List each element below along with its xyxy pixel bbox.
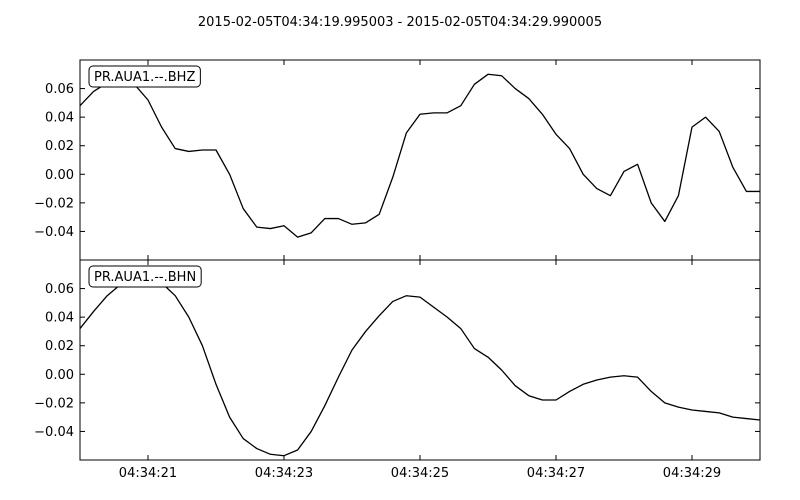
trace-label-frame-0 [88,65,201,88]
xtick-label-0: 04:34:21 [119,466,177,481]
ytick-label-1-0: 0.06 [45,282,74,297]
ytick-label-1-2: 0.02 [45,339,74,354]
xtick-label-2: 04:34:25 [391,466,449,481]
trace-line-1-0 [79,277,761,457]
ytick-label-1-4: −0.02 [34,396,74,411]
ytick-label-0-2: 0.02 [45,139,74,154]
ytick-label-0-3: 0.00 [45,168,74,183]
xtick-label-4: 04:34:29 [663,466,721,481]
panel-bhz: 0.06 0.04 0.02 0.00 −0.02 −0.04 PR.AUA1.--.BHZ [34,59,761,261]
xtick-label-3: 04:34:27 [527,466,585,481]
chart-title: 2015-02-05T04:34:19.995003 - 2015-02-05T… [198,15,602,30]
ytick-label-0-0: 0.06 [45,82,74,97]
trace-label-box-1: PR.AUA1.--.BHN [88,265,202,288]
trace-label-frame-1 [88,265,202,288]
ytick-label-1-1: 0.04 [45,311,74,326]
panel-bhn: 0.06 0.04 0.02 0.00 −0.02 −0.04 04:34:21 04:34:… [34,259,761,481]
xtick-label-1: 04:34:23 [255,466,313,481]
ytick-label-0-1: 0.04 [45,111,74,126]
ytick-label-0-5: −0.04 [34,225,74,240]
axes-frame-0 [79,59,761,261]
trace-label-box-0: PR.AUA1.--.BHZ [88,65,201,88]
ytick-label-0-4: −0.02 [34,196,74,211]
trace-line-0-0 [79,73,760,238]
ytick-label-1-3: 0.00 [45,368,74,383]
trace-label-1: PR.AUA1.--.BHN [94,270,196,285]
ytick-label-1-5: −0.04 [34,425,74,440]
trace-label-0: PR.AUA1.--.BHZ [94,70,195,85]
axes-frame-1 [79,259,761,461]
